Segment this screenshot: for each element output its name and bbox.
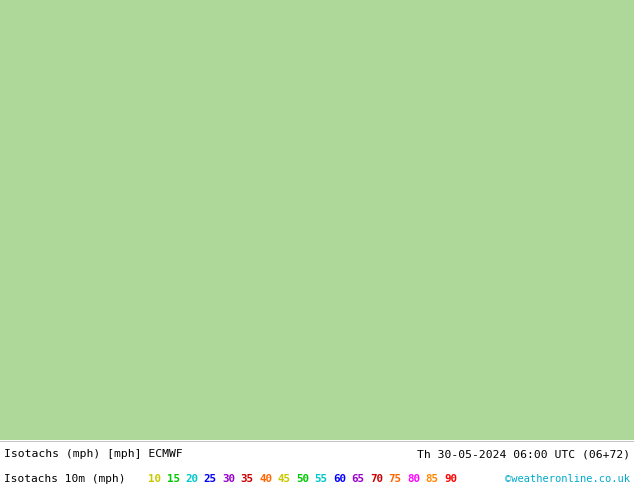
Text: ©weatheronline.co.uk: ©weatheronline.co.uk bbox=[505, 474, 630, 484]
Text: 30: 30 bbox=[222, 474, 235, 484]
Text: 65: 65 bbox=[351, 474, 365, 484]
Text: 45: 45 bbox=[278, 474, 290, 484]
Text: 35: 35 bbox=[240, 474, 254, 484]
Text: 20: 20 bbox=[185, 474, 198, 484]
Text: 80: 80 bbox=[407, 474, 420, 484]
Text: 70: 70 bbox=[370, 474, 383, 484]
Text: 85: 85 bbox=[425, 474, 439, 484]
Text: 50: 50 bbox=[296, 474, 309, 484]
Text: 40: 40 bbox=[259, 474, 272, 484]
Text: Isotachs (mph) [mph] ECMWF: Isotachs (mph) [mph] ECMWF bbox=[4, 449, 183, 459]
Text: 15: 15 bbox=[167, 474, 179, 484]
Text: 10: 10 bbox=[148, 474, 161, 484]
Text: 60: 60 bbox=[333, 474, 346, 484]
Text: 55: 55 bbox=[314, 474, 328, 484]
Text: 25: 25 bbox=[204, 474, 216, 484]
Text: 90: 90 bbox=[444, 474, 457, 484]
Text: Th 30-05-2024 06:00 UTC (06+72): Th 30-05-2024 06:00 UTC (06+72) bbox=[417, 449, 630, 459]
Text: 75: 75 bbox=[389, 474, 401, 484]
Text: Isotachs 10m (mph): Isotachs 10m (mph) bbox=[4, 474, 126, 484]
